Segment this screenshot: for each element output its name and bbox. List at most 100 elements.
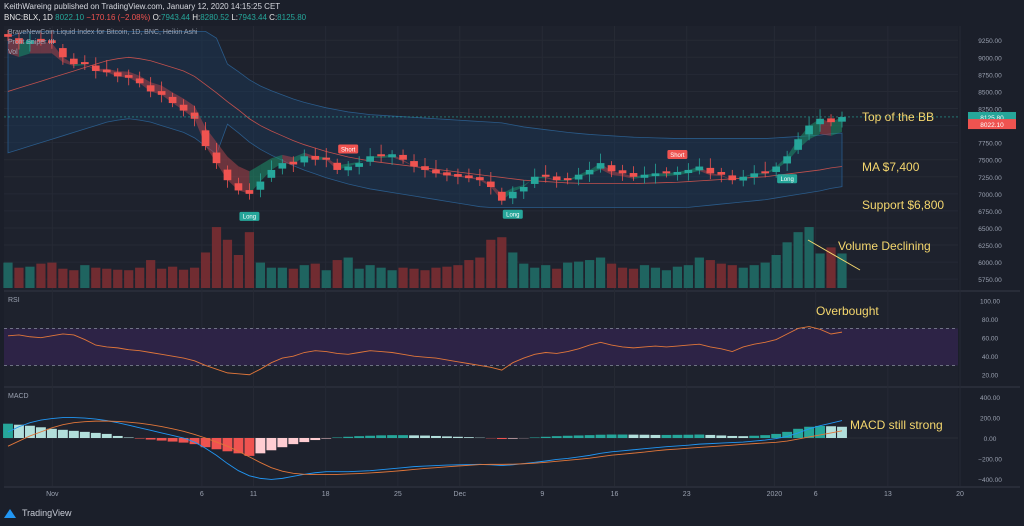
macd-histogram-bar xyxy=(442,436,452,438)
volume-bar xyxy=(135,267,145,288)
legend-indicator[interactable]: Profit Sniper III xyxy=(8,39,55,46)
macd-histogram-bar xyxy=(452,436,463,438)
macd-histogram-bar xyxy=(387,435,398,438)
candle-body xyxy=(234,183,243,191)
candle-body xyxy=(596,163,605,169)
legend-vol[interactable]: Vol xyxy=(8,49,18,56)
volume-bar xyxy=(584,260,595,288)
candle-body xyxy=(245,190,254,194)
rsi-title: RSI xyxy=(8,297,20,304)
candle-body xyxy=(476,177,484,181)
volume-bar xyxy=(3,262,13,288)
volume-bar xyxy=(102,268,112,288)
macd-histogram-bar xyxy=(25,425,35,438)
time-tick-label: 20 xyxy=(956,491,964,498)
candle-body xyxy=(399,154,407,160)
macd-tick-label: −200.00 xyxy=(978,456,1002,463)
volume-bar xyxy=(420,270,430,288)
candle-body xyxy=(552,176,561,181)
macd-line xyxy=(7,417,843,480)
footer-brand[interactable]: TradingView xyxy=(4,508,72,518)
candle-body xyxy=(333,162,342,170)
candle-body xyxy=(256,181,265,190)
volume-bar xyxy=(705,260,715,288)
candle-body xyxy=(15,38,23,44)
macd-histogram-bar xyxy=(584,435,595,438)
volume-bar xyxy=(672,266,683,288)
candle-body xyxy=(629,173,638,177)
macd-histogram-bar xyxy=(68,430,79,438)
candle-body xyxy=(761,171,770,174)
macd-title: MACD xyxy=(8,393,29,400)
macd-histogram-bar xyxy=(749,435,760,438)
annotation-support: Support $6,800 xyxy=(862,198,944,212)
macd-histogram-bar xyxy=(310,438,321,441)
candle-body xyxy=(750,173,759,178)
macd-histogram-bar xyxy=(661,434,672,438)
candle-body xyxy=(113,72,122,77)
high-value: 8280.52 xyxy=(200,13,230,22)
macd-histogram-bar xyxy=(244,438,255,456)
volume-bar xyxy=(398,267,408,288)
macd-histogram-bar xyxy=(343,436,354,438)
trend-ribbon xyxy=(51,42,63,63)
macd-histogram-bar xyxy=(409,435,419,438)
trend-ribbon xyxy=(512,184,524,192)
volume-bar xyxy=(124,270,134,288)
annotation-overbought: Overbought xyxy=(816,304,879,318)
volume-bar xyxy=(343,257,353,288)
candle-body xyxy=(300,156,309,163)
candle-body xyxy=(59,48,67,58)
volume-bar xyxy=(387,270,397,288)
volume-bar xyxy=(321,270,331,288)
trend-ribbon xyxy=(721,174,733,181)
open-label: O: xyxy=(152,13,162,22)
volume-bar xyxy=(519,263,529,288)
close-label: C: xyxy=(269,13,278,22)
candle-body xyxy=(432,169,440,174)
volume-bar xyxy=(628,268,639,288)
signal-label: Short xyxy=(341,147,356,153)
macd-histogram-bar xyxy=(551,436,562,438)
volume-bar xyxy=(541,265,551,288)
macd-histogram-bar xyxy=(79,431,90,438)
macd-histogram-bar xyxy=(617,434,628,438)
candle-body xyxy=(508,191,517,199)
macd-histogram-bar xyxy=(365,435,376,438)
macd-histogram-bar xyxy=(562,435,573,438)
candle-body xyxy=(651,173,660,177)
volume-bar xyxy=(793,232,803,288)
volume-bar xyxy=(332,260,342,288)
volume-bar xyxy=(376,267,386,288)
macd-histogram-bar xyxy=(112,435,123,438)
macd-histogram-bar xyxy=(3,423,13,438)
macd-histogram-bar xyxy=(178,438,189,443)
macd-histogram-bar xyxy=(134,438,145,439)
trend-ribbon xyxy=(84,64,96,71)
volume-bar xyxy=(365,265,375,288)
volume-bar xyxy=(639,265,650,288)
macd-histogram-bar xyxy=(463,437,474,438)
volume-bar xyxy=(14,267,24,288)
macd-tick-label: 400.00 xyxy=(980,395,1000,402)
macd-tick-label: −400.00 xyxy=(978,477,1002,484)
trend-ribbon xyxy=(227,156,239,191)
signal-label: Long xyxy=(506,213,519,219)
candle-body xyxy=(739,176,748,181)
price-tick-label: 6750.00 xyxy=(978,209,1002,216)
volume-bar xyxy=(530,267,540,288)
time-tick-label: 23 xyxy=(683,491,691,498)
macd-histogram-bar xyxy=(35,427,46,438)
trend-ribbon xyxy=(249,164,261,194)
candle-body xyxy=(794,139,802,150)
macd-histogram-bar xyxy=(595,434,606,438)
volume-bar xyxy=(782,242,792,288)
macd-histogram-bar xyxy=(211,438,222,450)
macd-histogram-bar xyxy=(815,425,825,438)
macd-histogram-bar xyxy=(837,426,847,438)
volume-bar xyxy=(464,260,474,288)
legend-title[interactable]: BraveNewCoin Liquid Index for Bitcoin, 1… xyxy=(8,29,198,36)
signal-label: Long xyxy=(243,215,256,221)
volume-bar xyxy=(288,268,298,288)
